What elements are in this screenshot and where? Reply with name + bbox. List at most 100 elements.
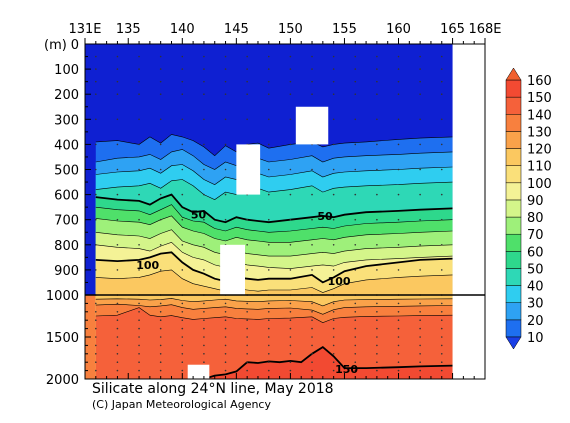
sample-dot [397,344,400,347]
sample-dot [311,269,313,271]
sample-dot [440,353,443,355]
colorbar-label: 90 [527,194,544,209]
sample-dot [159,344,162,347]
no-data-region [220,244,245,295]
colorbar-segment [505,268,522,286]
sample-dot [397,327,400,330]
sample-dot [419,118,421,121]
sample-dot [267,218,270,221]
sample-dot [246,327,248,330]
colorbar-segment [505,233,522,252]
sample-dot [203,93,205,95]
sample-dot [116,302,119,305]
sample-dot [332,311,335,313]
sample-dot [419,327,421,330]
no-data-region [236,144,261,195]
sample-dot [376,218,378,221]
sample-dot [159,218,162,221]
sample-dot [95,244,97,246]
no-data-region [187,364,210,379]
sample-dot [311,336,313,338]
sample-dot [311,80,313,83]
sample-dot [138,244,140,246]
sample-dot [311,168,313,171]
sample-dot [332,168,335,171]
x-tick-label: 140 [170,22,195,37]
sample-dot [95,369,97,372]
sample-dot [376,361,378,364]
sample-dot [397,68,400,70]
sample-dot [311,353,313,355]
sample-dot [311,193,313,196]
sample-dot [181,361,184,364]
sample-dot [267,168,270,171]
sample-dot [181,193,184,196]
sample-dot [354,93,357,95]
sample-dot [354,344,357,347]
sample-dot [181,80,184,83]
sample-dot [224,168,227,171]
sample-dot [440,269,443,271]
sample-dot [138,218,140,221]
sample-dot [332,302,335,305]
contour-line-120 [95,298,453,307]
sample-dot [354,218,357,221]
sample-dot [267,193,270,196]
sample-dot [397,93,400,95]
y-tick-label: 1500 [46,331,79,346]
sample-dot [181,118,184,121]
sample-dot [203,344,205,347]
sample-dot [376,143,378,146]
sample-dot [419,361,421,364]
sample-dot [246,319,248,322]
colorbar-label: 30 [527,297,544,312]
sample-dot [440,311,443,313]
sample-dot [203,327,205,330]
x-tick-label: 168E [468,22,501,37]
sample-dot [354,361,357,364]
sample-dot [95,143,97,146]
sample-dot [289,302,292,305]
colorbar-label: 100 [527,177,552,192]
sample-dot [95,55,97,58]
contour-line-150 [203,345,453,379]
sample-dot [116,269,119,271]
sample-dot [181,143,184,146]
sample-dot [181,68,184,70]
no-data-regions [187,44,485,379]
sample-dot [289,311,292,313]
sample-dot [246,361,248,364]
colorbar-label: 110 [527,160,552,175]
colorbar-segment [505,131,522,149]
sample-dot [116,319,119,322]
sample-dot [138,55,140,58]
sample-dot [95,193,97,196]
sample-dot [224,344,227,347]
sample-dot [440,80,443,83]
sample-dot [159,302,162,305]
sample-points [95,55,443,372]
colorbar-segment [505,319,522,338]
sample-dot [376,269,378,271]
sample-dot [246,93,248,95]
sample-dot [397,55,400,58]
sample-dot [267,336,270,338]
sample-dot [267,311,270,313]
contour-line-70 [95,215,453,243]
sample-dot [267,319,270,322]
sample-dot [354,269,357,271]
x-tick-label: 145 [224,22,249,37]
sample-dot [246,218,248,221]
sample-dot [138,143,140,146]
sample-dot [267,369,270,372]
sample-dot [354,244,357,246]
x-tick-label: 150 [278,22,303,37]
sample-dot [440,218,443,221]
sample-dot [354,353,357,355]
sample-dot [332,344,335,347]
colorbar-segment [505,302,522,321]
sample-dot [116,353,119,355]
sample-dot [224,302,227,305]
sample-dot [311,55,313,58]
sample-dot [289,269,292,271]
